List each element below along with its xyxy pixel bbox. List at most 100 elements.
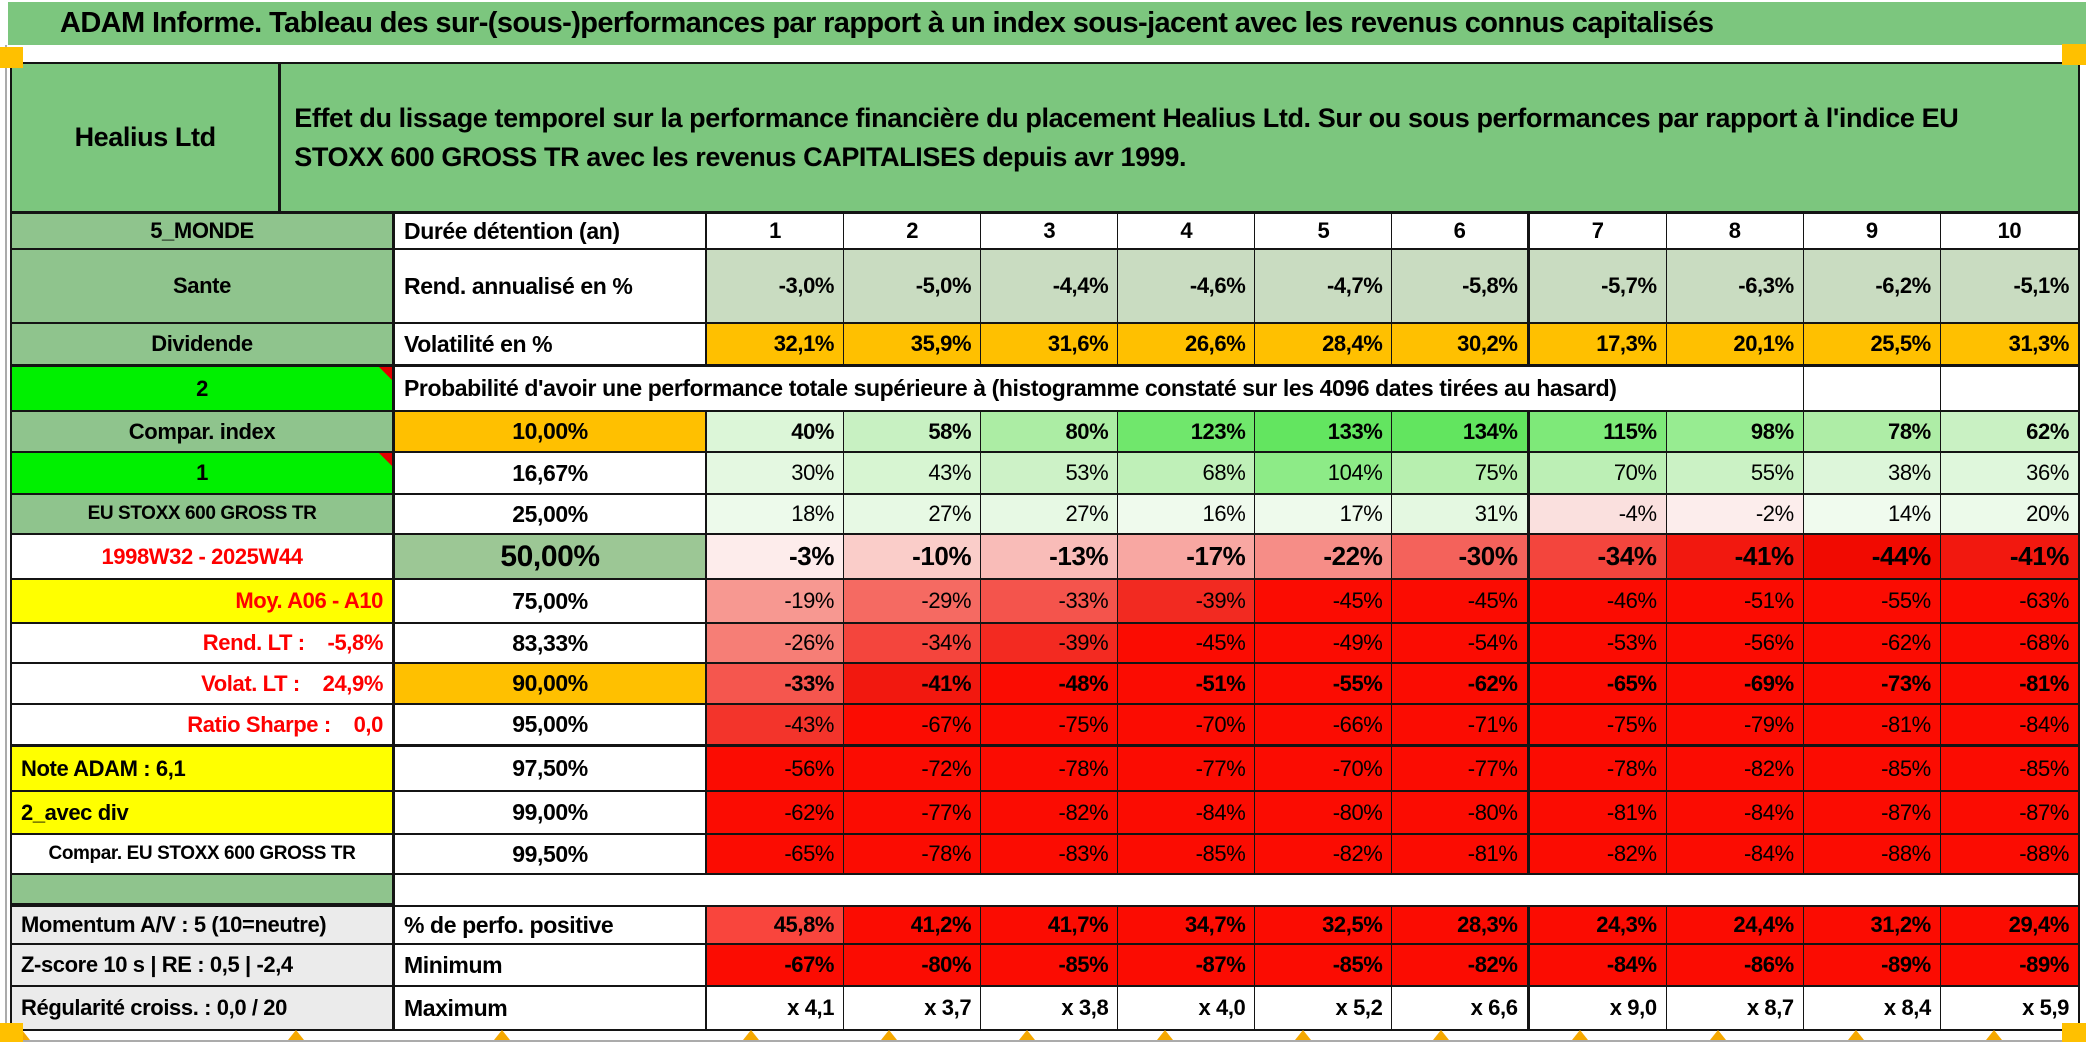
data-cell[interactable]: 30% xyxy=(707,453,845,495)
data-cell[interactable]: x 9,0 xyxy=(1529,987,1667,1029)
data-cell[interactable]: 16% xyxy=(1118,495,1256,535)
data-cell[interactable]: 4 xyxy=(1118,214,1256,250)
data-cell[interactable]: -85% xyxy=(1118,835,1256,875)
data-cell[interactable]: -83% xyxy=(981,835,1119,875)
percentile-cell[interactable]: 16,67% xyxy=(395,453,707,495)
data-cell[interactable]: -54% xyxy=(1392,624,1530,664)
data-cell[interactable]: 20,1% xyxy=(1666,324,1804,367)
data-cell[interactable]: 28,3% xyxy=(1392,905,1530,945)
data-cell[interactable]: 25,5% xyxy=(1803,324,1941,367)
data-cell[interactable]: -78% xyxy=(844,835,982,875)
data-cell[interactable]: -67% xyxy=(707,945,845,987)
data-cell[interactable]: -4,6% xyxy=(1118,250,1256,324)
data-cell[interactable]: -45% xyxy=(1392,580,1530,624)
data-cell[interactable]: 31,6% xyxy=(981,324,1119,367)
data-cell[interactable]: -62% xyxy=(1392,664,1530,705)
data-cell[interactable]: x 8,7 xyxy=(1666,987,1804,1029)
data-cell[interactable]: -89% xyxy=(1940,945,2078,987)
data-cell[interactable]: 9 xyxy=(1803,214,1941,250)
data-cell[interactable]: 41,2% xyxy=(844,905,982,945)
data-cell[interactable]: -72% xyxy=(844,747,982,792)
data-cell[interactable]: -65% xyxy=(707,835,845,875)
row-label-cell[interactable]: Note ADAM : 6,1 xyxy=(12,747,395,792)
data-cell[interactable]: -4,7% xyxy=(1255,250,1393,324)
data-cell[interactable]: 30,2% xyxy=(1392,324,1530,367)
data-cell[interactable]: 98% xyxy=(1666,412,1804,453)
data-cell[interactable]: 34,7% xyxy=(1118,905,1256,945)
data-cell[interactable]: 20% xyxy=(1940,495,2078,535)
data-cell[interactable]: 27% xyxy=(981,495,1119,535)
row-label-cell[interactable]: Compar. index xyxy=(12,412,395,453)
data-cell[interactable]: -85% xyxy=(1255,945,1393,987)
data-cell[interactable]: -81% xyxy=(1529,792,1667,835)
banner-text-cell[interactable]: Probabilité d'avoir une performance tota… xyxy=(394,367,1804,412)
data-cell[interactable]: -2% xyxy=(1666,495,1804,535)
data-cell[interactable]: -30% xyxy=(1392,535,1530,580)
data-cell[interactable]: 36% xyxy=(1940,453,2078,495)
row-label-cell[interactable]: 1998W32 - 2025W44 xyxy=(12,535,395,580)
data-cell[interactable]: 43% xyxy=(844,453,982,495)
row-label-cell[interactable]: Régularité croiss. : 0,0 / 20 xyxy=(12,987,395,1029)
data-cell[interactable]: -87% xyxy=(1118,945,1256,987)
data-cell[interactable]: 32,1% xyxy=(707,324,845,367)
asset-name-cell[interactable]: Healius Ltd xyxy=(12,64,282,214)
data-cell[interactable]: x 8,4 xyxy=(1803,987,1941,1029)
data-cell[interactable]: 7 xyxy=(1529,214,1667,250)
data-cell[interactable]: 18% xyxy=(707,495,845,535)
row-label-cell[interactable]: Sante xyxy=(12,250,395,324)
data-cell[interactable]: -56% xyxy=(1666,624,1804,664)
row-label-cell[interactable]: 5_MONDE xyxy=(12,214,395,250)
data-cell[interactable]: -84% xyxy=(1666,792,1804,835)
data-cell[interactable]: 32,5% xyxy=(1255,905,1393,945)
data-cell[interactable]: -29% xyxy=(844,580,982,624)
data-cell[interactable]: -17% xyxy=(1118,535,1256,580)
data-cell[interactable]: -26% xyxy=(707,624,845,664)
data-cell[interactable]: -34% xyxy=(1529,535,1667,580)
row-label-cell[interactable]: EU STOXX 600 GROSS TR xyxy=(12,495,395,535)
data-cell[interactable]: 133% xyxy=(1255,412,1393,453)
data-cell[interactable]: -70% xyxy=(1118,705,1256,747)
data-cell[interactable]: -51% xyxy=(1666,580,1804,624)
data-cell[interactable]: -77% xyxy=(1392,747,1530,792)
data-cell[interactable]: 3 xyxy=(981,214,1119,250)
data-cell[interactable]: -65% xyxy=(1529,664,1667,705)
row-label-cell[interactable]: Momentum A/V : 5 (10=neutre) xyxy=(12,905,395,945)
empty-cell[interactable] xyxy=(1803,367,1941,412)
data-cell[interactable]: -82% xyxy=(1255,835,1393,875)
data-cell[interactable]: -77% xyxy=(844,792,982,835)
data-cell[interactable]: 68% xyxy=(1118,453,1256,495)
data-cell[interactable]: -10% xyxy=(844,535,982,580)
row-label-cell[interactable]: Volat. LT : 24,9% xyxy=(12,664,395,705)
data-cell[interactable]: -4,4% xyxy=(981,250,1119,324)
data-cell[interactable]: -13% xyxy=(981,535,1119,580)
row-label-cell[interactable]: Rend. LT : -5,8% xyxy=(12,624,395,664)
data-cell[interactable]: 2 xyxy=(844,214,982,250)
empty-cell[interactable] xyxy=(1940,367,2078,412)
data-cell[interactable]: -53% xyxy=(1529,624,1667,664)
data-cell[interactable]: 40% xyxy=(707,412,845,453)
data-cell[interactable]: -78% xyxy=(981,747,1119,792)
data-cell[interactable]: -3% xyxy=(707,535,845,580)
row-label-cell[interactable]: Z-score 10 s | RE : 0,5 | -2,4 xyxy=(12,945,395,987)
row-label-cell[interactable]: 1 xyxy=(12,453,395,495)
data-cell[interactable]: 24,3% xyxy=(1529,905,1667,945)
data-cell[interactable]: -85% xyxy=(1803,747,1941,792)
percentile-cell[interactable]: 95,00% xyxy=(395,705,707,747)
data-cell[interactable]: -49% xyxy=(1255,624,1393,664)
percentile-cell[interactable]: 75,00% xyxy=(395,580,707,624)
data-cell[interactable]: 41,7% xyxy=(981,905,1119,945)
data-cell[interactable]: x 3,7 xyxy=(844,987,982,1029)
data-cell[interactable]: -86% xyxy=(1666,945,1804,987)
data-cell[interactable]: 14% xyxy=(1803,495,1941,535)
data-cell[interactable]: 134% xyxy=(1392,412,1530,453)
data-cell[interactable]: -55% xyxy=(1255,664,1393,705)
data-cell[interactable]: -87% xyxy=(1940,792,2078,835)
data-cell[interactable]: -75% xyxy=(981,705,1119,747)
percentile-cell[interactable]: 10,00% xyxy=(395,412,707,453)
data-cell[interactable]: 38% xyxy=(1803,453,1941,495)
data-cell[interactable]: -82% xyxy=(1529,835,1667,875)
data-cell[interactable]: 115% xyxy=(1529,412,1667,453)
metric-cell[interactable]: Volatilité en % xyxy=(395,324,707,367)
data-cell[interactable]: -45% xyxy=(1255,580,1393,624)
row-label-cell[interactable]: Compar. EU STOXX 600 GROSS TR xyxy=(12,835,395,875)
